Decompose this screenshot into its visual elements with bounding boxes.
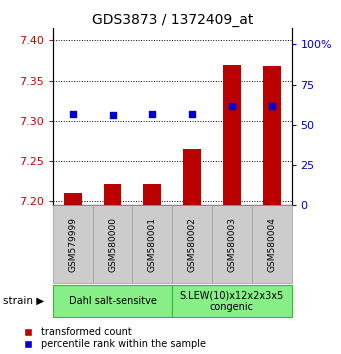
Bar xyxy=(223,64,241,205)
Text: S.LEW(10)x12x2x3x5
congenic: S.LEW(10)x12x2x3x5 congenic xyxy=(180,290,284,312)
Text: GSM580001: GSM580001 xyxy=(148,217,157,272)
Point xyxy=(150,111,155,116)
Bar xyxy=(64,193,82,205)
Text: GSM580000: GSM580000 xyxy=(108,217,117,272)
Point xyxy=(269,103,275,108)
Point xyxy=(229,103,235,108)
Bar xyxy=(263,66,281,205)
Bar xyxy=(104,184,121,205)
Text: Dahl salt-sensitve: Dahl salt-sensitve xyxy=(69,296,157,306)
Bar xyxy=(143,184,161,205)
Point xyxy=(110,112,115,118)
Legend: transformed count, percentile rank within the sample: transformed count, percentile rank withi… xyxy=(18,327,206,349)
Text: strain ▶: strain ▶ xyxy=(3,296,45,306)
Bar xyxy=(172,285,292,317)
Text: GSM580002: GSM580002 xyxy=(188,217,197,272)
Bar xyxy=(172,205,212,283)
Text: GSM580003: GSM580003 xyxy=(227,217,236,272)
Bar xyxy=(132,205,172,283)
Bar xyxy=(93,205,132,283)
Bar xyxy=(53,285,172,317)
Bar xyxy=(252,205,292,283)
Text: GSM580004: GSM580004 xyxy=(267,217,276,272)
Text: GSM579999: GSM579999 xyxy=(68,217,77,272)
Point xyxy=(189,111,195,116)
Bar xyxy=(212,205,252,283)
Bar xyxy=(183,149,201,205)
Title: GDS3873 / 1372409_at: GDS3873 / 1372409_at xyxy=(91,13,253,27)
Point xyxy=(70,111,75,116)
Bar xyxy=(53,205,93,283)
